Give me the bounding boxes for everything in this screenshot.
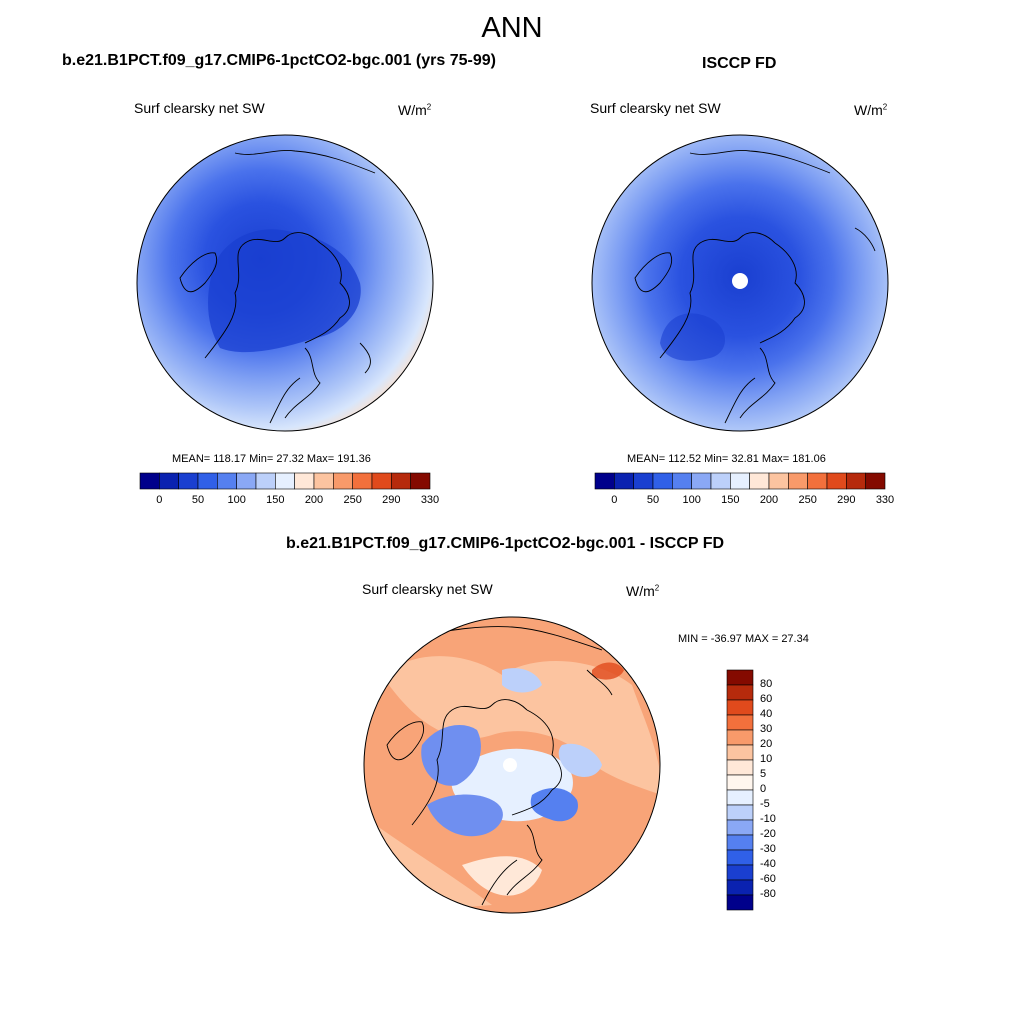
colorbar-tick-label: 150 <box>266 494 285 506</box>
colorbar-tick-label: 10 <box>760 753 773 765</box>
colorbar-tick-label: 40 <box>760 708 773 720</box>
colorbar-swatch <box>333 472 353 490</box>
colorbar-swatch <box>371 472 392 490</box>
colorbar-swatch <box>294 472 315 490</box>
colorbar-tick-label: 80 <box>760 678 773 690</box>
colorbar-tick-label: 250 <box>798 494 817 506</box>
colorbar-tick-label: 200 <box>304 494 324 506</box>
colorbar-tick-label: 250 <box>343 494 362 506</box>
colorbar-swatch <box>726 789 754 806</box>
colorbar-obs <box>594 472 886 490</box>
colorbar-swatch <box>236 472 257 490</box>
colorbar-swatch <box>726 699 754 716</box>
colorbar-tick-label: 200 <box>759 494 779 506</box>
colorbar-swatch <box>726 894 754 911</box>
colorbar-swatch <box>178 472 199 490</box>
variable-label-obs: Surf clearsky net SW <box>590 100 721 116</box>
colorbar-ticks-diff: 80 60 40 30 20 10 5 0 -5 -10 -20 -30 -40 -60 -80 <box>758 670 798 910</box>
colorbar-swatch <box>726 729 754 746</box>
stats-model: MEAN= 118.17 Min= 27.32 Max= 191.36 <box>172 453 371 465</box>
colorbar-swatch <box>726 774 754 791</box>
colorbar-swatch <box>217 472 237 490</box>
colorbar-swatch <box>614 472 634 490</box>
colorbar-swatch <box>255 472 276 490</box>
colorbar-tick-label: 60 <box>760 693 773 705</box>
colorbar-swatch <box>391 472 411 490</box>
colorbar-swatch <box>275 472 295 490</box>
colorbar-tick-label: 100 <box>682 494 701 506</box>
colorbar-tick-label: 150 <box>721 494 740 506</box>
colorbar-tick-label: -40 <box>760 858 776 870</box>
colorbar-tick-label: 100 <box>227 494 246 506</box>
colorbar-swatch <box>788 472 808 490</box>
panel-title-diff: b.e21.B1PCT.f09_g17.CMIP6-1pctCO2-bgc.00… <box>286 535 725 552</box>
colorbar-swatch <box>768 472 789 490</box>
colorbar-tick-label: 50 <box>191 494 205 506</box>
colorbar-swatch <box>726 684 754 701</box>
colorbar-tick-label: -20 <box>760 828 776 840</box>
colorbar-tick-label: 290 <box>837 494 856 506</box>
colorbar-tick-label: -5 <box>760 798 770 810</box>
colorbar-tick-label: 20 <box>760 738 773 750</box>
colorbar-tick-label: -30 <box>760 843 776 855</box>
colorbar-swatch <box>691 472 712 490</box>
colorbar-tick-label: -60 <box>760 873 776 885</box>
colorbar-swatch <box>652 472 673 490</box>
variable-label-diff: Surf clearsky net SW <box>362 581 493 597</box>
colorbar-swatch <box>726 819 754 836</box>
colorbar-tick-label: 50 <box>646 494 660 506</box>
page-title: ANN <box>481 12 543 44</box>
colorbar-swatch <box>197 472 218 490</box>
colorbar-swatch <box>807 472 828 490</box>
colorbar-diff <box>726 669 754 911</box>
colorbar-tick-label: -80 <box>760 888 776 900</box>
units-label-obs: W/m2 <box>854 102 888 118</box>
colorbar-swatch <box>139 472 160 490</box>
colorbar-swatch <box>710 472 731 490</box>
colorbar-swatch <box>726 744 754 761</box>
panel-title-model: b.e21.B1PCT.f09_g17.CMIP6-1pctCO2-bgc.00… <box>62 52 496 69</box>
colorbar-swatch <box>846 472 866 490</box>
colorbar-swatch <box>726 714 754 731</box>
colorbar-ticks-model: 0 50 100 150 200 250 290 330 <box>140 494 439 508</box>
colorbar-swatch <box>594 472 615 490</box>
panel-title-obs: ISCCP FD <box>702 55 777 72</box>
polar-map-model <box>136 134 434 432</box>
colorbar-swatch <box>633 472 654 490</box>
colorbar-swatch <box>352 472 373 490</box>
stats-diff: MIN = -36.97 MAX = 27.34 <box>678 633 809 645</box>
units-label-diff: W/m2 <box>626 583 660 599</box>
colorbar-swatch <box>726 879 754 896</box>
polar-map-diff <box>363 616 661 914</box>
colorbar-swatch <box>730 472 750 490</box>
colorbar-swatch <box>749 472 770 490</box>
colorbar-swatch <box>672 472 692 490</box>
polar-map-obs <box>591 134 889 432</box>
colorbar-swatch <box>410 472 431 490</box>
colorbar-model <box>139 472 431 490</box>
colorbar-tick-label: 0 <box>156 494 163 506</box>
colorbar-swatch <box>726 834 754 851</box>
colorbar-swatch <box>865 472 886 490</box>
colorbar-tick-label: -10 <box>760 813 776 825</box>
colorbar-tick-label: 0 <box>760 783 767 795</box>
colorbar-ticks-obs: 0 50 100 150 200 250 290 330 <box>595 494 894 508</box>
colorbar-swatch <box>726 849 754 866</box>
colorbar-tick-label: 330 <box>875 494 895 506</box>
colorbar-swatch <box>159 472 179 490</box>
colorbar-tick-label: 290 <box>382 494 401 506</box>
colorbar-tick-label: 5 <box>760 768 767 780</box>
colorbar-swatch <box>726 759 754 776</box>
colorbar-tick-label: 330 <box>420 494 440 506</box>
stats-obs: MEAN= 112.52 Min= 32.81 Max= 181.06 <box>627 453 826 465</box>
colorbar-swatch <box>313 472 334 490</box>
colorbar-tick-label: 0 <box>611 494 618 506</box>
colorbar-swatch <box>826 472 847 490</box>
variable-label-model: Surf clearsky net SW <box>134 100 265 116</box>
colorbar-tick-label: 30 <box>760 723 773 735</box>
colorbar-swatch <box>726 804 754 821</box>
colorbar-swatch <box>726 864 754 881</box>
colorbar-swatch <box>726 669 754 686</box>
units-label-model: W/m2 <box>398 102 432 118</box>
